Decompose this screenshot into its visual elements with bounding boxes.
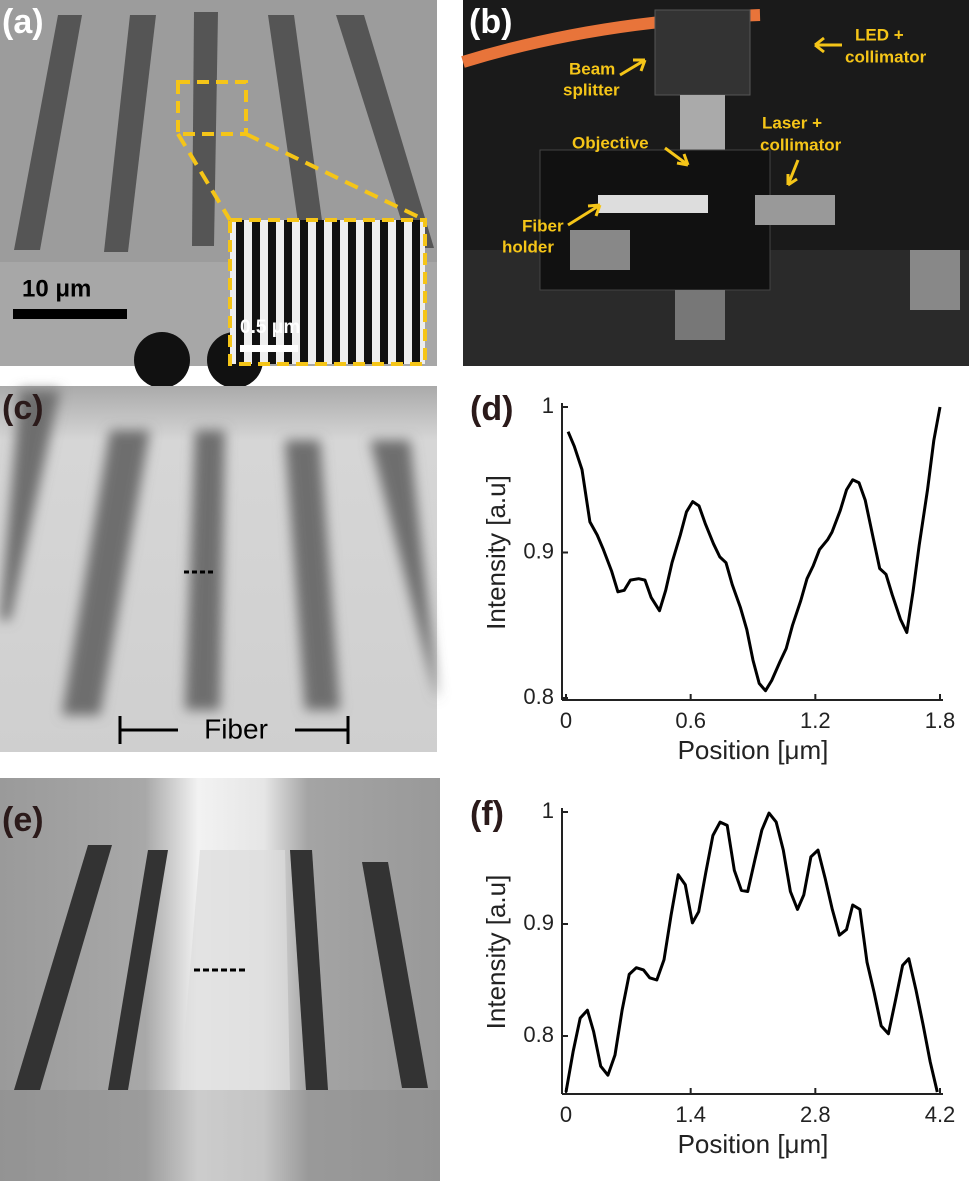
panel-label: (d) — [470, 390, 513, 428]
x-tick-label: 1.4 — [675, 1102, 706, 1127]
fiber-holder — [598, 195, 708, 213]
x-tick-label: 0.6 — [675, 708, 706, 733]
annotation: collimator — [760, 135, 842, 154]
gratings — [0, 390, 437, 715]
annotation: splitter — [563, 80, 620, 99]
x-axis-label: Position [μm] — [678, 735, 829, 765]
annotation: collimator — [845, 47, 927, 66]
scale-label: 0.5 μm — [240, 317, 300, 338]
substrate — [0, 1090, 440, 1181]
annotation: holder — [502, 237, 554, 256]
gratings — [14, 12, 434, 252]
annotation: Fiber — [522, 216, 564, 235]
y-tick-label: 1 — [542, 393, 554, 418]
panel-a: 10 μm 0.5 μm (a) — [0, 0, 437, 388]
annotation: Fiber — [204, 713, 268, 744]
panel-label: (b) — [469, 3, 512, 41]
gratings — [14, 845, 428, 1090]
panel-label: (c) — [2, 389, 44, 427]
zoom-line — [176, 132, 232, 222]
x-tick-label: 0 — [560, 708, 572, 733]
x-tick-label: 4.2 — [925, 1102, 956, 1127]
annotation: Objective — [572, 133, 649, 152]
scale-bar — [240, 345, 298, 352]
scale-label: 10 μm — [22, 275, 91, 302]
laser — [755, 195, 835, 225]
x-tick-label: 0 — [560, 1102, 572, 1127]
inset — [228, 218, 427, 366]
y-tick-label: 0.9 — [523, 910, 554, 935]
x-tick-label: 2.8 — [800, 1102, 831, 1127]
annotation: Laser + — [762, 113, 822, 132]
data-line — [566, 406, 942, 693]
zoom-box — [176, 80, 248, 136]
data-line — [564, 811, 939, 1093]
y-axis-label: Intensity [a.u] — [481, 475, 511, 630]
scale-bar — [13, 309, 127, 319]
panel-label: (a) — [2, 3, 44, 41]
panel-label: (e) — [2, 801, 44, 839]
y-tick-label: 0.8 — [523, 1022, 554, 1047]
arrows — [567, 36, 842, 227]
panel-b: Beam splitter LED + collimator Laser + c… — [461, 0, 969, 366]
panel-label: (f) — [470, 795, 504, 833]
fiber-bracket — [118, 716, 350, 744]
x-axis-label: Position [μm] — [678, 1129, 829, 1159]
x-tick-label: 1.2 — [800, 708, 831, 733]
zoom-line — [245, 132, 426, 222]
y-axis-label: Intensity [a.u] — [481, 875, 511, 1030]
micrometer — [910, 250, 960, 310]
panel-e: (e) — [0, 778, 440, 1181]
micrometer — [675, 290, 725, 340]
y-tick-label: 1 — [542, 798, 554, 823]
annotation: Beam — [569, 59, 615, 78]
hole — [134, 332, 190, 388]
x-tick-label: 1.8 — [925, 708, 956, 733]
annotation: LED + — [855, 25, 904, 44]
beam-splitter — [654, 9, 751, 96]
panel-c: Fiber (c) — [0, 386, 437, 752]
y-tick-label: 0.9 — [523, 538, 554, 563]
y-tick-label: 0.8 — [523, 684, 554, 709]
micrometer — [570, 230, 630, 270]
